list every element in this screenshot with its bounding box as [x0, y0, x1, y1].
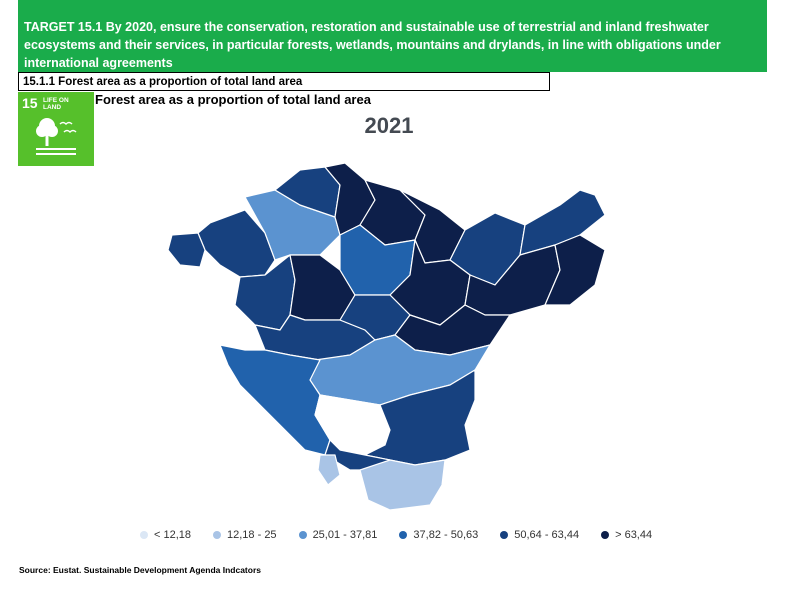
legend-label-6: > 63,44	[615, 529, 653, 541]
legend-swatch-3	[298, 531, 307, 539]
region-south-strip	[324, 439, 391, 471]
legend-item-5: 50,64 - 63,44	[500, 529, 579, 541]
sdg-goal-text: LIFE ON LAND	[43, 97, 69, 111]
legend-item-2: 12,18 - 25	[213, 529, 277, 541]
legend-swatch-5	[500, 531, 509, 539]
region-southwest-tip	[317, 454, 341, 486]
legend-item-1: < 12,18	[140, 529, 191, 541]
region-far-west	[167, 232, 206, 268]
legend-item-3: 25,01 - 37,81	[298, 529, 378, 541]
legend-label-5: 50,64 - 63,44	[514, 529, 580, 541]
sdg-number: 15	[22, 95, 38, 111]
forest-choropleth-map	[167, 162, 606, 511]
legend-label-2: 12,18 - 25	[227, 529, 277, 541]
legend-label-3: 25,01 - 37,81	[312, 529, 378, 541]
sdg-15-tile: 15 LIFE ON LAND	[18, 92, 94, 166]
region-lower-west	[219, 344, 331, 456]
legend-swatch-6	[601, 531, 610, 539]
map-title: Forest area as a proportion of total lan…	[95, 92, 371, 107]
legend-label-1: < 12,18	[154, 529, 192, 541]
region-southeast	[364, 369, 476, 466]
legend-item-4: 37,82 - 50,63	[399, 529, 478, 541]
legend-swatch-4	[399, 531, 408, 539]
legend-label-4: 37,82 - 50,63	[413, 529, 479, 541]
map-legend: < 12,18 12,18 - 25 25,01 - 37,81 37,82 -…	[140, 529, 674, 541]
region-far-south	[359, 459, 446, 511]
map-year: 2021	[364, 113, 414, 138]
indicator-label: 15.1.1 Forest area as a proportion of to…	[18, 72, 550, 91]
target-text: TARGET 15.1 By 2020, ensure the conserva…	[24, 20, 721, 70]
target-banner: TARGET 15.1 By 2020, ensure the conserva…	[18, 0, 767, 72]
legend-swatch-2	[213, 531, 222, 539]
source-note: Source: Eustat. Sustainable Development …	[19, 565, 261, 575]
legend-swatch-1	[140, 531, 148, 539]
tree-and-birds-icon	[36, 118, 77, 155]
region-east-inner	[544, 234, 606, 306]
legend-item-6: > 63,44	[601, 529, 652, 541]
